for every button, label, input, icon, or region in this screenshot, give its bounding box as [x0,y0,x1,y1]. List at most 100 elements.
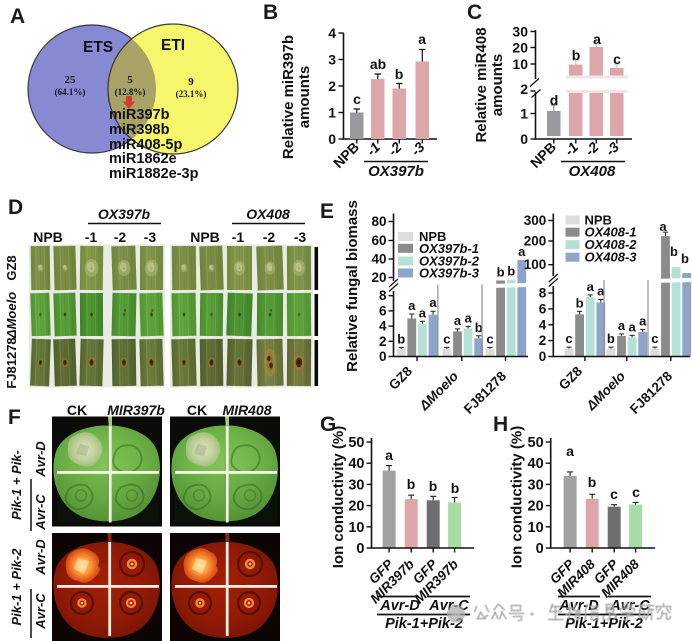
svg-text:a: a [566,443,574,459]
svg-text:B: B [263,1,278,24]
svg-text:25: 25 [65,74,77,86]
svg-text:0: 0 [520,131,528,147]
svg-text:d: d [550,92,559,108]
svg-text:b: b [607,331,615,346]
svg-text:30: 30 [528,477,544,493]
svg-text:20: 20 [512,40,528,56]
svg-text:-1: -1 [85,229,98,245]
svg-text:0: 0 [356,541,364,557]
svg-text:b: b [670,244,678,259]
svg-text:OX397b: OX397b [368,163,424,180]
svg-text:c: c [651,331,658,346]
svg-text:2: 2 [379,334,387,349]
svg-text:b: b [572,47,581,63]
svg-text:c: c [613,51,621,67]
svg-text:Pik-1+Pik-2: Pik-1+Pik-2 [565,616,643,632]
svg-text:300: 300 [524,213,547,228]
svg-text:a: a [464,310,472,325]
svg-text:MIR408: MIR408 [222,402,271,418]
svg-text:ab: ab [370,56,386,72]
svg-text:50: 50 [528,435,544,451]
svg-text:2: 2 [520,81,528,97]
svg-text:OX408-1: OX408-1 [585,225,637,240]
svg-text:OX397b-1: OX397b-1 [419,241,479,256]
svg-text:NPB: NPB [190,229,220,245]
svg-text:a: a [429,295,437,310]
svg-text:c: c [486,331,493,346]
svg-text:5: 5 [127,74,133,86]
svg-text:c: c [632,484,640,500]
svg-text:a: a [587,279,595,294]
svg-text:OX408-2: OX408-2 [585,237,638,252]
svg-text:Avr-D: Avr-D [379,598,420,614]
svg-text:ΔMoelo: ΔMoelo [4,292,19,339]
svg-text:G: G [320,413,336,436]
svg-text:b: b [497,265,505,280]
svg-text:0: 0 [539,349,547,364]
svg-text:4: 4 [379,319,387,334]
svg-text:FJ81278: FJ81278 [4,337,19,388]
svg-text:Pik-1 + Pik-2: Pik-1 + Pik-2 [9,548,24,626]
svg-text:b: b [395,66,404,82]
svg-text:2: 2 [539,333,547,348]
svg-text:a: a [518,244,526,259]
svg-text:3: 3 [328,52,336,68]
svg-text:4: 4 [539,317,547,332]
svg-text:-2: -2 [114,229,127,245]
svg-text:OX408: OX408 [246,206,290,222]
svg-text:c: c [443,331,450,346]
svg-text:Avr-D: Avr-D [33,539,48,576]
svg-text:H: H [493,413,508,436]
svg-text:20: 20 [528,499,544,515]
svg-text:b: b [576,295,584,310]
svg-text:NPB: NPB [33,229,63,245]
svg-text:D: D [8,196,23,219]
svg-text:a: a [454,313,462,328]
svg-text:a: a [418,31,426,47]
svg-text:-3: -3 [294,229,307,245]
svg-text:1: 1 [520,106,528,122]
svg-text:b: b [475,320,483,335]
svg-text:miR1882e-3p: miR1882e-3p [109,166,199,182]
svg-text:0: 0 [379,349,387,364]
svg-text:30: 30 [512,24,528,40]
svg-text:60: 60 [371,233,386,248]
svg-text:Pik-1 + Pik-: Pik-1 + Pik- [9,450,24,520]
svg-text:80: 80 [371,214,386,229]
svg-text:ETS: ETS [83,39,113,56]
svg-text:ETI: ETI [161,37,185,54]
svg-text:100: 100 [524,257,547,272]
svg-text:10: 10 [512,56,528,72]
svg-text:c: c [565,331,572,346]
svg-text:8: 8 [539,286,547,301]
svg-text:200: 200 [524,234,547,249]
svg-text:40: 40 [348,456,364,472]
svg-text:10: 10 [528,520,544,536]
svg-text:MIR397b: MIR397b [107,402,165,418]
svg-text:a: a [419,305,427,320]
svg-text:(23.1%): (23.1%) [176,89,207,99]
svg-text:amounts: amounts [489,54,506,117]
svg-text:NPB: NPB [585,213,612,228]
svg-text:A: A [10,5,25,28]
svg-text:2: 2 [328,78,336,94]
svg-text:20: 20 [348,499,364,515]
svg-text:Relative fungal biomass: Relative fungal biomass [344,200,361,372]
svg-text:-2: -2 [263,229,276,245]
svg-text:(64.1%): (64.1%) [55,87,86,97]
svg-text:CK: CK [187,402,207,418]
svg-text:E: E [320,200,334,223]
svg-text:b: b [588,474,597,490]
svg-text:(12.8%): (12.8%) [115,87,146,97]
svg-text:b: b [451,480,460,496]
svg-text:-3: -3 [144,229,157,245]
svg-text:OX408-3: OX408-3 [585,250,638,265]
svg-text:Avr-C: Avr-C [33,593,48,630]
svg-text:Pik-1+Pik-2: Pik-1+Pik-2 [385,616,463,632]
svg-text:c: c [610,486,618,502]
svg-text:a: a [593,31,601,47]
svg-text:OX397b-3: OX397b-3 [419,266,480,281]
svg-text:miR397b: miR397b [109,107,170,123]
svg-text:b: b [507,264,515,279]
svg-text:OX408: OX408 [569,163,616,180]
